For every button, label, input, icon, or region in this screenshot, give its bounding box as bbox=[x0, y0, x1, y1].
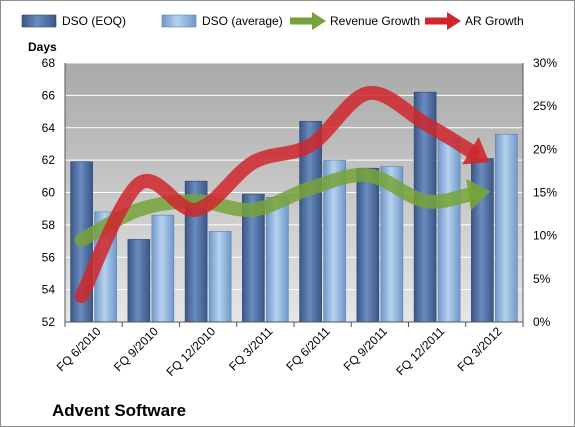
y2-axis-ticks: 0% 5% 10% 15% 20% 25% 30% bbox=[533, 56, 557, 329]
y-tick-label: 52 bbox=[42, 315, 56, 329]
bar-dso-average bbox=[151, 214, 175, 323]
ar-growth-arrowhead bbox=[462, 137, 490, 165]
bar-dso-average bbox=[208, 231, 232, 323]
y-tick-label: 64 bbox=[42, 121, 56, 135]
legend-label-dso-average: DSO (average) bbox=[202, 14, 283, 28]
y-tick-label: 68 bbox=[42, 56, 56, 70]
y-tick-label: 54 bbox=[42, 283, 56, 297]
y-axis-title: Days bbox=[28, 40, 57, 54]
bar-dso-average bbox=[437, 138, 461, 323]
y-tick-label: 66 bbox=[42, 88, 56, 102]
growth-lines bbox=[74, 85, 491, 304]
y-tick-label: 56 bbox=[42, 250, 56, 264]
revenue-growth-line bbox=[74, 167, 478, 247]
ar-growth-line bbox=[74, 85, 480, 304]
legend-arrow-ar-growth bbox=[447, 12, 461, 30]
legend-arrow-revenue-growth bbox=[312, 12, 326, 30]
bar-dso-average bbox=[266, 197, 289, 323]
legend-swatch-dso-average bbox=[161, 14, 197, 28]
y-tick-label: 62 bbox=[42, 153, 56, 167]
axes bbox=[64, 63, 524, 327]
y-tick-label: 60 bbox=[42, 186, 56, 200]
y2-tick-label: 20% bbox=[533, 142, 557, 156]
y2-tick-label: 5% bbox=[533, 272, 551, 286]
y2-tick-label: 10% bbox=[533, 229, 557, 243]
legend-label-dso-eoq: DSO (EOQ) bbox=[62, 14, 126, 28]
bar-dso-average bbox=[495, 133, 518, 323]
bar-dso-eoq bbox=[127, 239, 151, 323]
legend: DSO (EOQ) DSO (average) Revenue Growth AR G… bbox=[21, 12, 524, 30]
legend-swatch-dso-eoq bbox=[21, 14, 57, 28]
revenue-growth-arrowhead bbox=[466, 178, 491, 211]
chart-title: Advent Software bbox=[52, 401, 186, 420]
legend-label-ar-growth: AR Growth bbox=[465, 14, 524, 28]
y2-tick-label: 25% bbox=[533, 99, 557, 113]
y2-tick-label: 15% bbox=[533, 186, 557, 200]
y-tick-label: 58 bbox=[42, 218, 56, 232]
y2-tick-label: 30% bbox=[533, 56, 557, 70]
y-axis-ticks: 52 54 56 58 60 62 64 66 68 bbox=[42, 56, 56, 329]
legend-label-revenue-growth: Revenue Growth bbox=[330, 14, 420, 28]
y2-tick-label: 0% bbox=[533, 315, 551, 329]
bar-dso-eoq bbox=[471, 158, 494, 323]
bar-dso-eoq bbox=[356, 167, 380, 323]
